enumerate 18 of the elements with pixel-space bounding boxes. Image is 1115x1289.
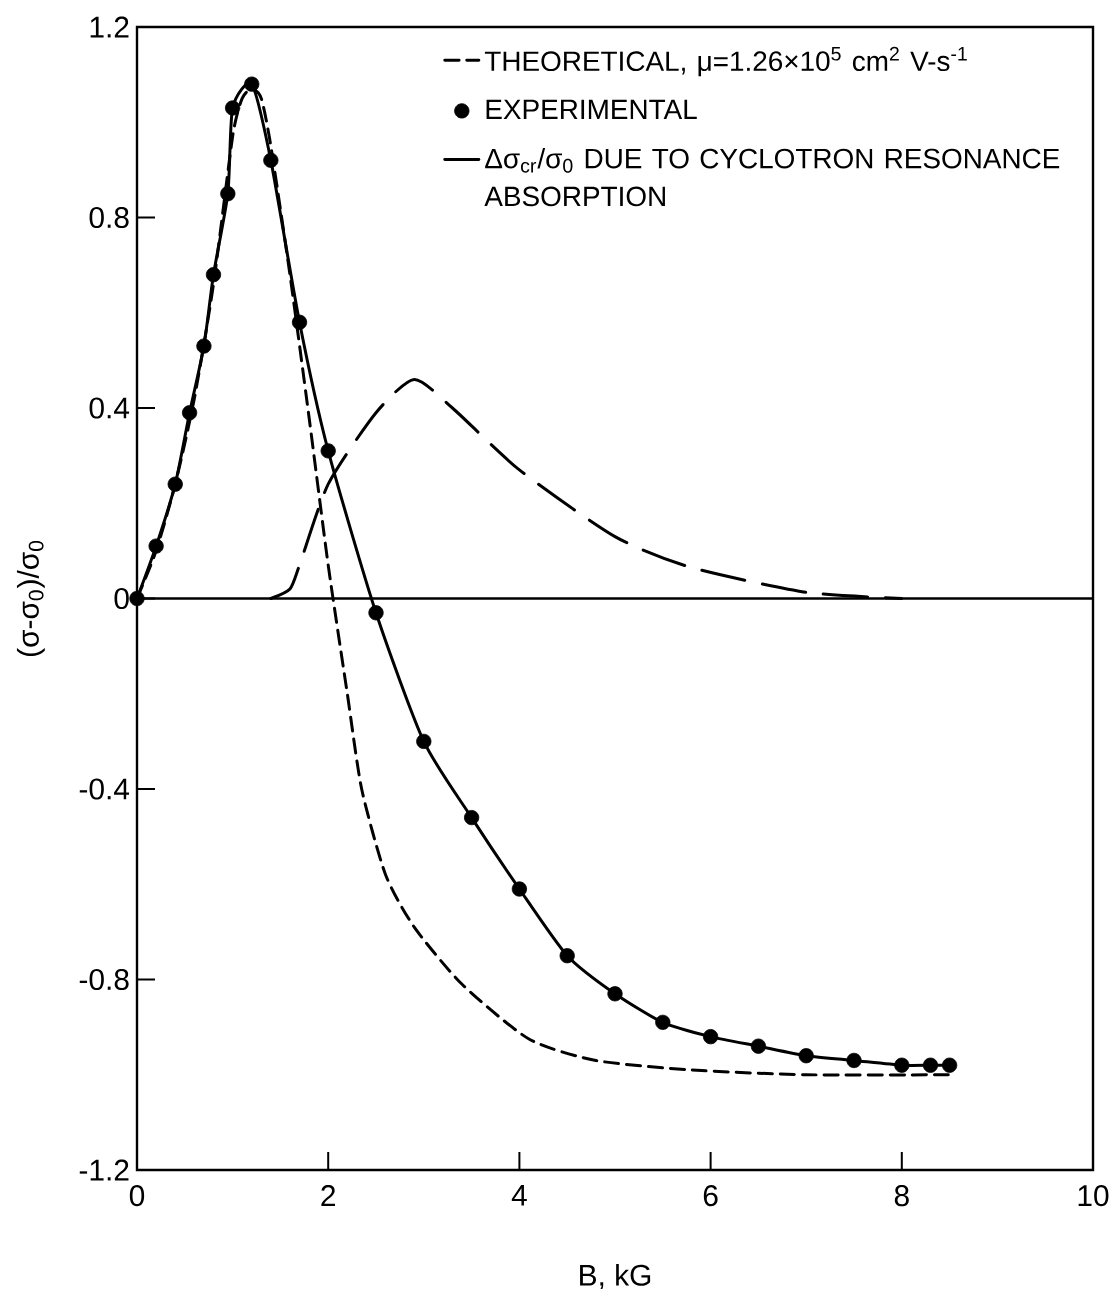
legend-label: Δσ$_{cr}$/σ$_{0}$ DUE TO CYCLOTRON RESONANCE ABSORPTION xyxy=(484,147,1060,207)
x-tick-label: 6 xyxy=(703,1185,718,1207)
x-tick-label: 4 xyxy=(511,1185,527,1206)
x-tick-label: 2 xyxy=(321,1185,336,1206)
x-tick-label: 0 xyxy=(129,1185,145,1207)
x-tick-label: 8 xyxy=(894,1185,909,1207)
x-tick-label: 10 xyxy=(1078,1185,1109,1207)
y-tick-label: 1.2 xyxy=(90,16,129,38)
legend-label: EXPERIMENTAL xyxy=(486,99,697,119)
legend-label: THEORETICAL, μ=1.26×10$^{5}$ cm$^{2}$ V-s$^{-1}$ xyxy=(484,46,967,77)
y-axis-title: (σ-σ$_{0}$)/σ$_{0}$ xyxy=(16,540,45,657)
x-axis-title: B, kG xyxy=(580,1263,651,1289)
y-tick-label: -0.8 xyxy=(79,968,129,991)
y-tick-label: 0.8 xyxy=(89,206,129,229)
y-tick-label: -1.2 xyxy=(79,1159,129,1181)
y-tick-label: -0.4 xyxy=(79,778,130,800)
y-tick-label: 0 xyxy=(114,587,129,610)
y-tick-label: 0.4 xyxy=(89,397,130,419)
